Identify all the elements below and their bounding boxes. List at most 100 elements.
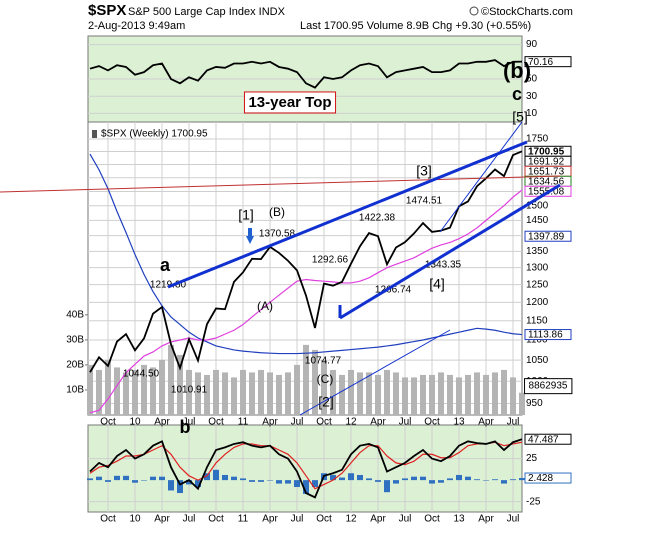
bar: [330, 369, 336, 415]
value-label: 1651.73: [528, 166, 565, 177]
bar: [249, 372, 255, 415]
value-label: 70.16: [528, 57, 553, 68]
x-tick-label: Oct: [424, 514, 440, 525]
annotation: [2]: [318, 394, 334, 410]
bar: [258, 369, 264, 415]
x-tick-label: Oct: [208, 514, 224, 525]
y2-tick-label: 40B: [66, 309, 84, 320]
annotation: a: [160, 255, 171, 275]
annotation: 1219.80: [150, 280, 187, 291]
annotation: 1422.38: [359, 213, 396, 224]
y-tick-label: 1300: [526, 262, 549, 273]
bar: [357, 474, 363, 481]
bar: [240, 478, 246, 481]
bar: [348, 369, 354, 415]
x-tick-label: Jul: [399, 514, 412, 525]
bar: [285, 480, 291, 484]
panel-background: [87, 424, 523, 513]
bar: [483, 374, 489, 415]
value-label: 47.487: [528, 434, 559, 445]
bar: [231, 476, 237, 481]
annotation: [1]: [238, 207, 254, 223]
bar: [483, 480, 489, 481]
y2-tick-label: 30B: [66, 335, 84, 346]
bar: [465, 476, 471, 481]
bar: [141, 364, 147, 415]
bar: [87, 478, 93, 481]
annotation: 1343.35: [425, 260, 462, 271]
x-tick-label: Apr: [154, 417, 170, 428]
annotation: [5]: [512, 109, 528, 125]
y-tick-label: -25: [526, 496, 541, 507]
bar: [447, 478, 453, 481]
x-tick-label: Apr: [370, 514, 386, 525]
series-line: [89, 59, 523, 89]
bar: [492, 372, 498, 415]
bar: [213, 469, 219, 481]
bar: [519, 478, 525, 481]
arrow: [246, 228, 254, 244]
x-tick-label: Oct: [100, 514, 116, 525]
annotation: 1370.58: [259, 229, 296, 240]
bar: [222, 372, 228, 415]
series-line: [89, 438, 523, 499]
bar: [420, 476, 426, 481]
bar: [294, 480, 300, 488]
bar: [105, 480, 111, 482]
y-tick-label: 1750: [526, 134, 549, 145]
bar: [429, 374, 435, 415]
value-box: [524, 433, 572, 445]
bar: [303, 480, 309, 494]
bar: [402, 377, 408, 415]
annotation: 8862935: [529, 381, 568, 392]
x-tick-label: 11: [238, 514, 249, 525]
bar: [312, 349, 318, 415]
bar: [384, 369, 390, 415]
value-label: 1691.92: [528, 156, 565, 167]
y-tick-label: 1500: [526, 200, 549, 211]
bar: [456, 377, 462, 415]
x-tick-label: Jul: [399, 417, 412, 428]
bar: [339, 374, 345, 415]
bar: [375, 374, 381, 415]
bar: [465, 374, 471, 415]
logo-icon: [469, 6, 479, 16]
bar: [123, 372, 129, 415]
x-tick-label: 12: [345, 514, 357, 525]
bar: [348, 473, 354, 481]
bar: [114, 367, 120, 415]
bar: [456, 474, 462, 481]
bar: [132, 480, 138, 483]
y-tick-label: 10: [526, 108, 538, 119]
bar: [267, 480, 273, 481]
bar: [150, 476, 156, 481]
annotation: 1474.51: [406, 196, 443, 207]
x-tick-label: Apr: [478, 514, 494, 525]
bar: [330, 474, 336, 481]
x-tick-label: 10: [129, 514, 141, 525]
wave-line: [439, 121, 523, 233]
annotation: 1044.50: [123, 369, 160, 380]
annotation: 1266.74: [375, 285, 412, 296]
annotation: (A): [257, 299, 273, 313]
bar: [204, 473, 210, 481]
y2-tick-label: 20B: [66, 360, 84, 371]
plot-layer: 90 50 30 10 70.16 Oct 10 Apr Jul Oct 11 Apr Jul Oct 12…: [66, 39, 573, 525]
bar: [510, 479, 516, 481]
x-tick-label: Apr: [262, 417, 278, 428]
x-tick-label: 12: [345, 417, 357, 428]
bar: [87, 364, 93, 415]
bar: [150, 367, 156, 415]
x-tick-label: Jul: [291, 514, 304, 525]
value-label: 1397.89: [528, 231, 565, 242]
annotation: (b): [503, 58, 531, 83]
bar: [366, 478, 372, 481]
bar: [393, 480, 399, 484]
bar: [195, 480, 201, 488]
bar: [96, 369, 102, 415]
y-tick-label: 1050: [526, 355, 549, 366]
value-label: 2.428: [528, 473, 553, 484]
bar: [321, 359, 327, 415]
bar: [276, 480, 282, 484]
